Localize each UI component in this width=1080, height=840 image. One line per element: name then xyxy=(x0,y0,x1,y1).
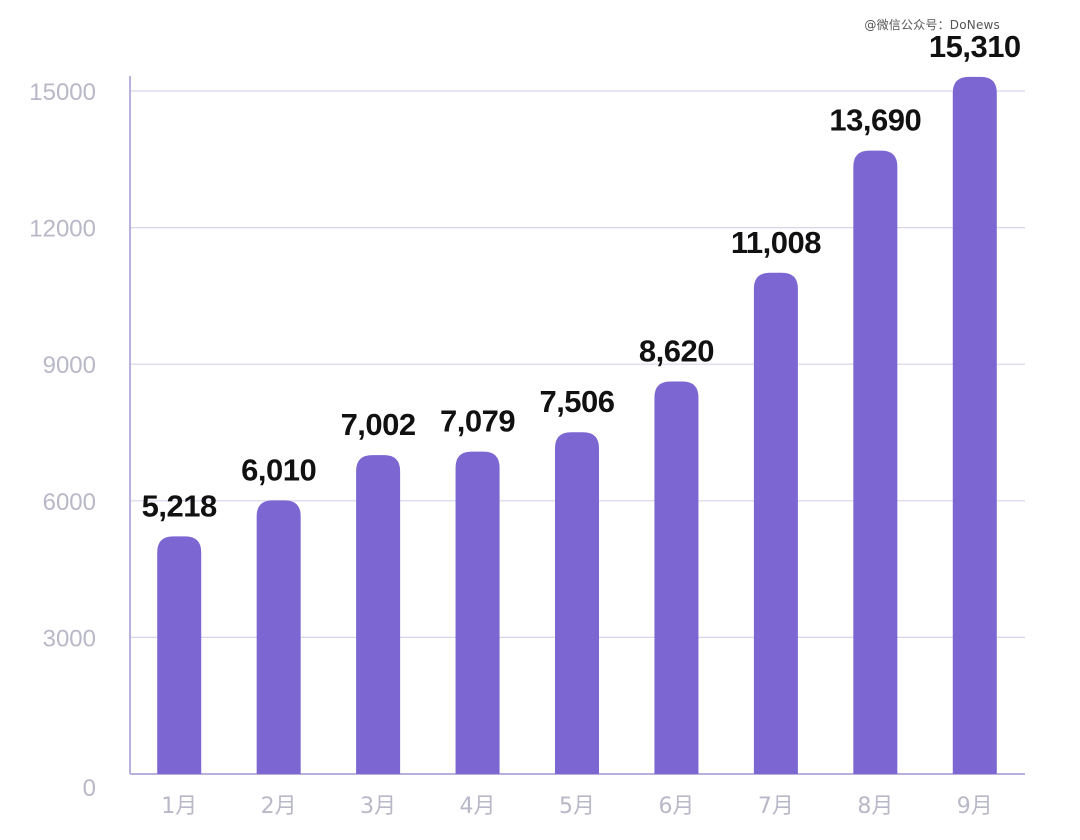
bar xyxy=(455,451,500,774)
bar-value-label: 7,002 xyxy=(341,407,416,442)
watermark-text: @微信公众号：DoNews xyxy=(864,18,1000,32)
y-tick-label: 15000 xyxy=(29,79,96,106)
bar-value-label: 6,010 xyxy=(241,452,316,487)
x-tick-label: 6月 xyxy=(658,794,694,819)
bar xyxy=(654,381,699,774)
y-tick-label: 6000 xyxy=(43,489,96,516)
x-tick-label: 4月 xyxy=(460,794,496,819)
bar-value-label: 15,310 xyxy=(929,29,1021,64)
bar-value-label: 8,620 xyxy=(639,334,714,369)
x-tick-label: 7月 xyxy=(758,794,794,819)
y-tick-label: 3000 xyxy=(43,625,96,652)
bar xyxy=(853,150,898,774)
bar xyxy=(555,432,599,774)
x-tick-label: 1月 xyxy=(161,794,197,819)
x-tick-label: 3月 xyxy=(360,794,396,819)
bar-value-label: 11,008 xyxy=(731,225,821,260)
bar xyxy=(157,536,202,774)
bar-value-label: 13,690 xyxy=(829,103,921,138)
y-tick-label: 9000 xyxy=(43,352,96,379)
y-tick-label: 12000 xyxy=(29,216,96,243)
bar xyxy=(952,76,997,775)
bar xyxy=(753,272,798,774)
bar-value-label: 7,079 xyxy=(440,404,515,439)
x-tick-label: 9月 xyxy=(957,794,993,819)
y-tick-label: 0 xyxy=(83,775,96,802)
x-tick-label: 2月 xyxy=(261,794,297,819)
bar xyxy=(256,500,301,774)
bar-value-label: 5,218 xyxy=(142,488,217,523)
x-tick-label: 8月 xyxy=(857,794,893,819)
x-tick-label: 5月 xyxy=(559,794,595,819)
bar xyxy=(356,455,401,774)
bar-value-label: 7,506 xyxy=(539,384,614,419)
